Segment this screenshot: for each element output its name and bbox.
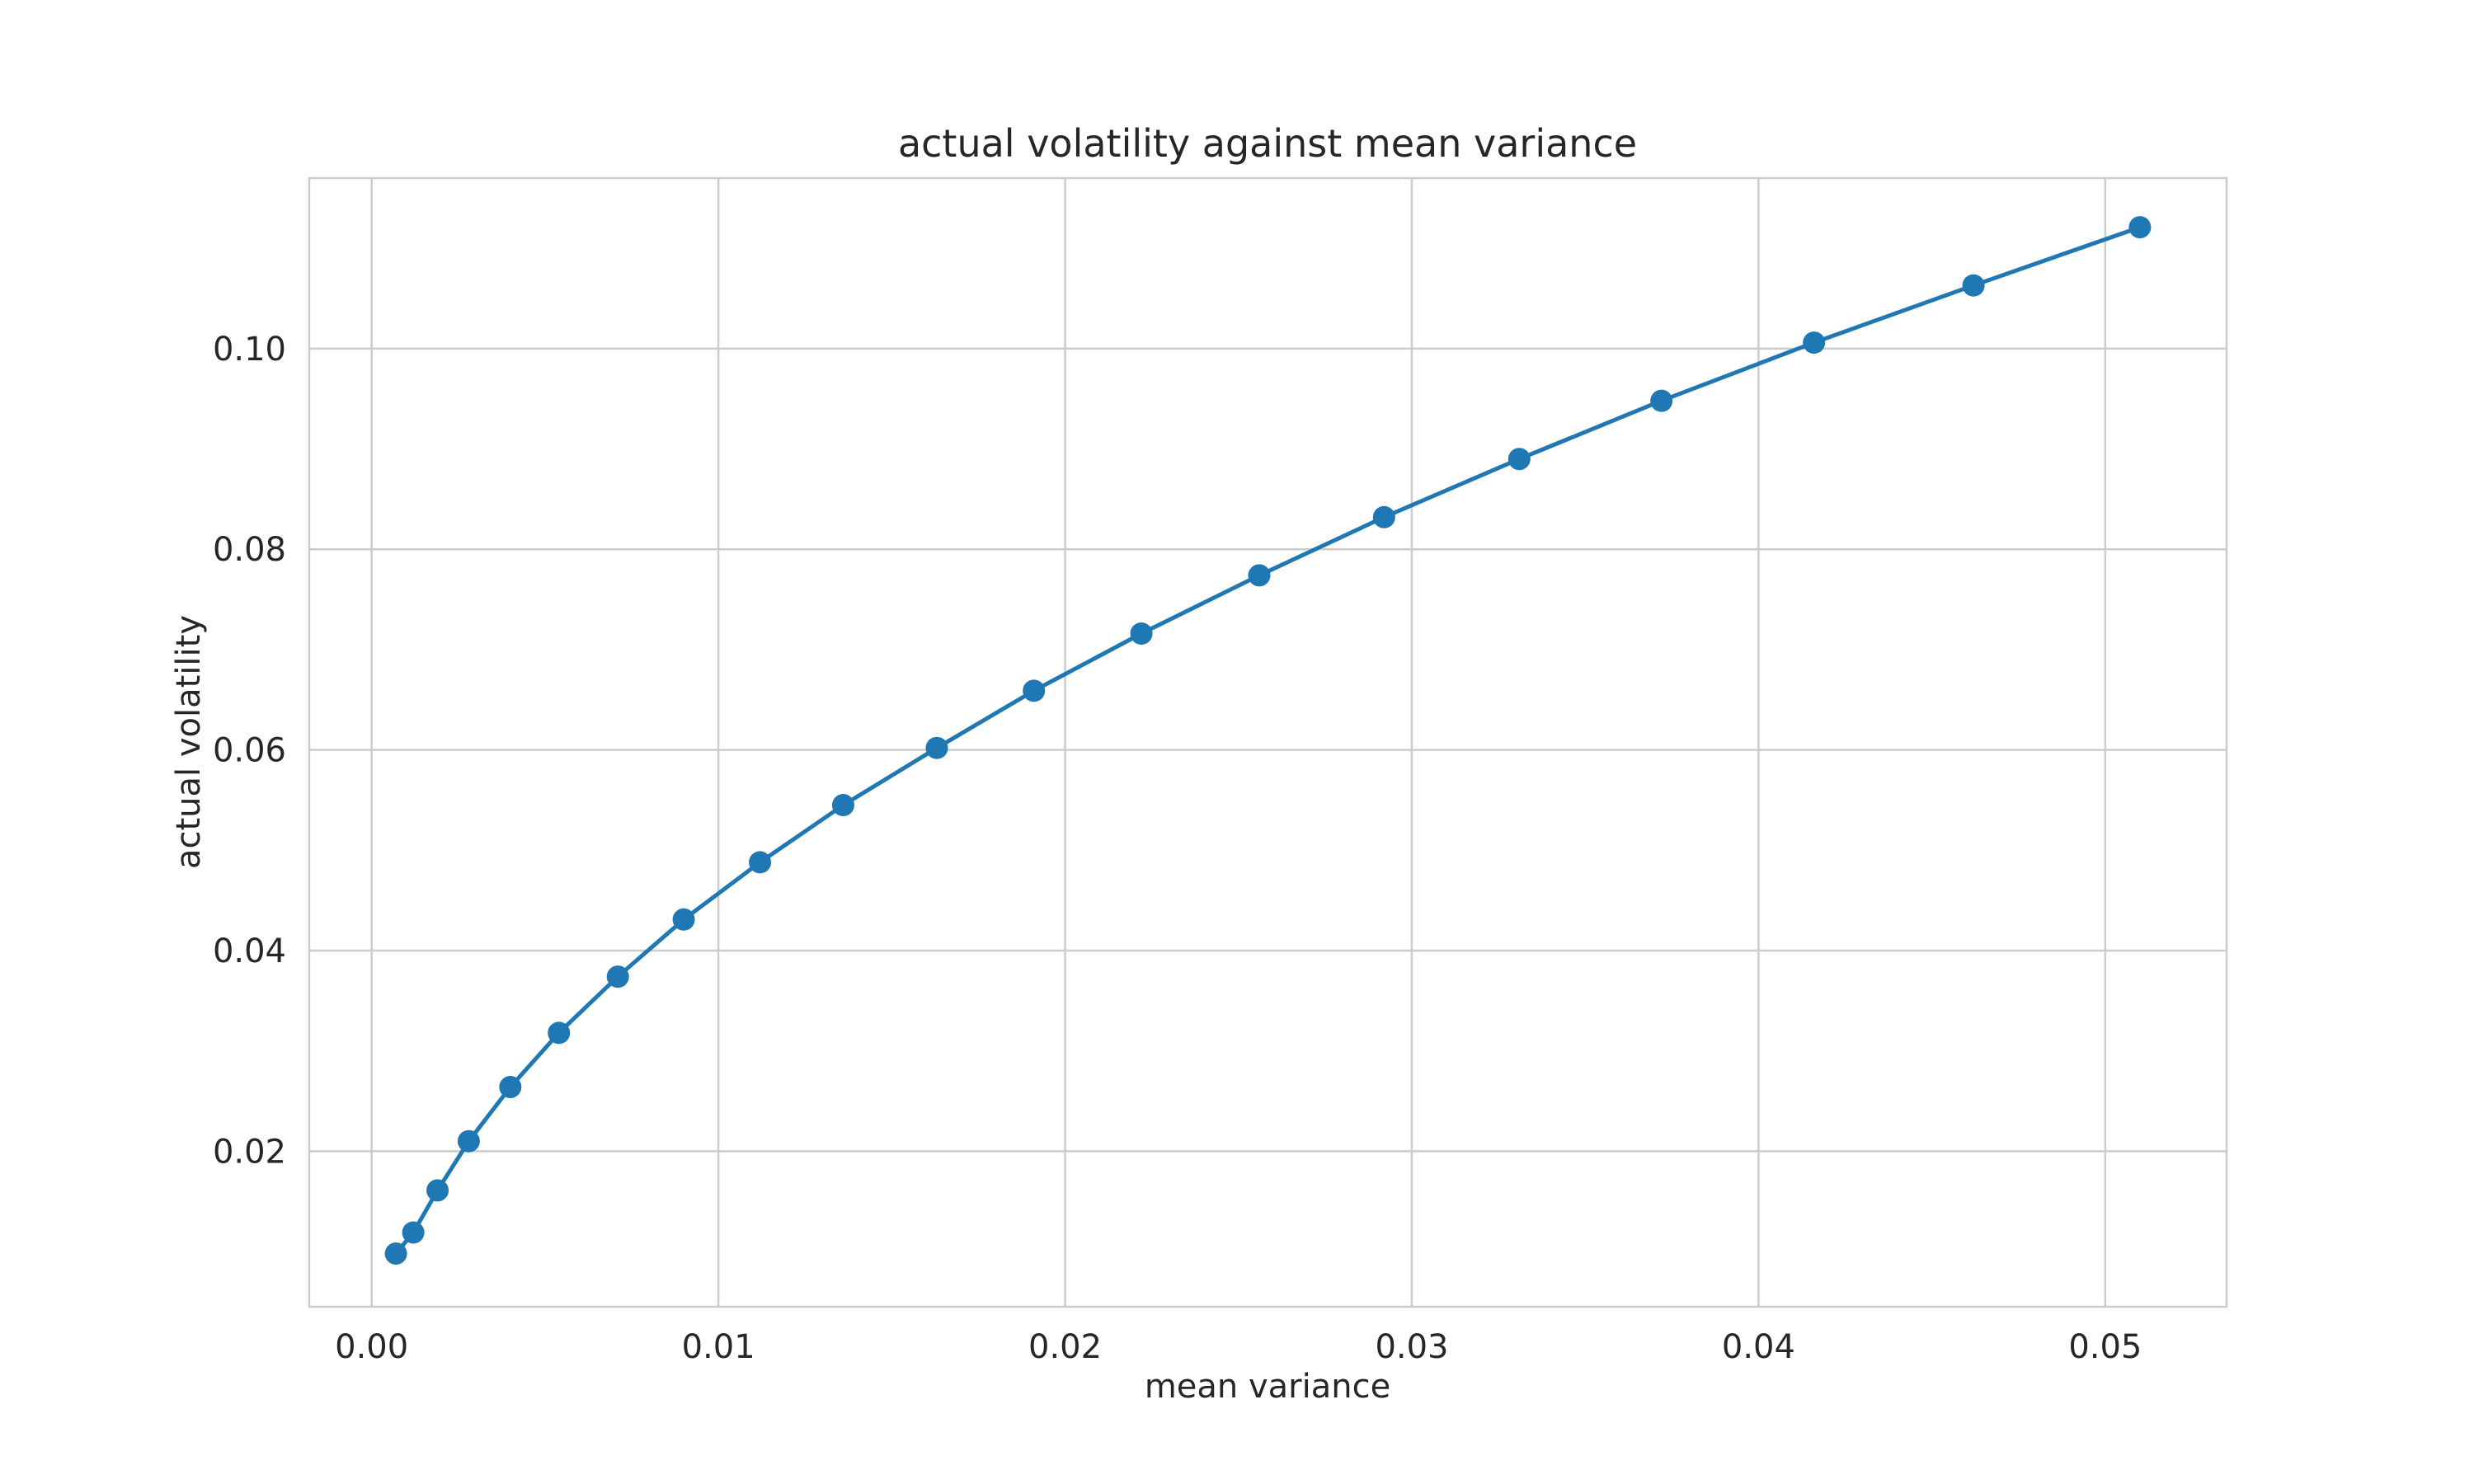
data-point — [749, 851, 772, 874]
x-tick-label: 0.02 — [1028, 1328, 1102, 1366]
series-layer — [384, 216, 2152, 1266]
data-point — [672, 908, 695, 931]
y-axis-label: actual volatility — [170, 615, 208, 869]
y-tick-label: 0.06 — [213, 732, 286, 770]
data-point — [2128, 216, 2152, 239]
data-point — [925, 736, 948, 759]
series-line — [394, 225, 2141, 1256]
data-point — [1962, 274, 1985, 297]
x-tick-label: 0.04 — [1722, 1328, 1795, 1366]
y-tick-label: 0.04 — [213, 932, 286, 970]
x-tick-label: 0.01 — [682, 1328, 755, 1366]
data-point — [1372, 505, 1395, 528]
data-point — [1130, 622, 1153, 645]
x-tick-label: 0.00 — [335, 1328, 408, 1366]
data-point — [426, 1179, 449, 1202]
data-point — [831, 794, 854, 817]
data-point — [1248, 564, 1271, 587]
x-tick-label: 0.03 — [1375, 1328, 1448, 1366]
data-point — [457, 1129, 480, 1153]
data-point — [606, 965, 629, 989]
data-point — [384, 1242, 407, 1266]
data-point — [1803, 331, 1826, 355]
y-tick-label: 0.02 — [213, 1133, 286, 1171]
data-point — [1023, 679, 1046, 702]
data-point — [402, 1221, 425, 1244]
y-tick-label: 0.08 — [213, 531, 286, 569]
x-axis-label: mean variance — [1145, 1368, 1390, 1406]
plot-area — [309, 178, 2227, 1307]
grid — [309, 178, 2227, 1307]
axes-frame — [308, 176, 2228, 1308]
x-tick-label: 0.05 — [2068, 1328, 2142, 1366]
chart-title: actual volatility against mean variance — [898, 121, 1637, 166]
data-point — [499, 1076, 522, 1099]
data-point — [1507, 448, 1531, 471]
data-point — [548, 1021, 571, 1045]
y-tick-label: 0.10 — [213, 331, 286, 369]
x-tick-labels: 0.00 0.01 0.02 0.03 0.04 0.05 — [335, 1328, 2142, 1366]
y-tick-labels: 0.02 0.04 0.06 0.08 0.10 — [213, 331, 286, 1172]
data-point — [1650, 389, 1673, 412]
